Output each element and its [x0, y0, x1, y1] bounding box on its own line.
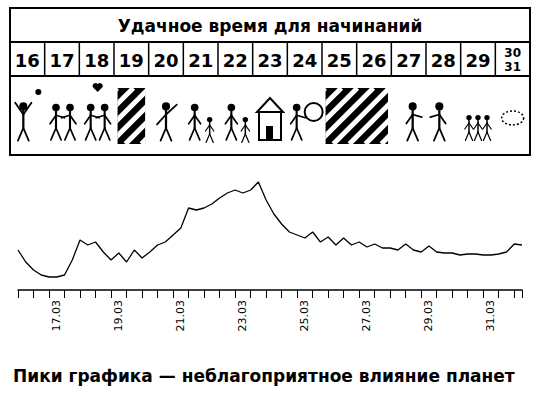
svg-text:31.03: 31.03 — [484, 300, 497, 332]
svg-text:27.03: 27.03 — [360, 300, 373, 332]
svg-text:18: 18 — [84, 50, 109, 71]
svg-text:Пики графика — неблагоприятное: Пики графика — неблагоприятное влияние п… — [13, 366, 515, 386]
svg-text:24: 24 — [292, 50, 317, 71]
svg-text:21: 21 — [188, 50, 213, 71]
svg-text:23: 23 — [257, 50, 282, 71]
svg-text:23.03: 23.03 — [236, 300, 249, 332]
svg-text:22: 22 — [223, 50, 248, 71]
svg-text:29.03: 29.03 — [422, 300, 435, 332]
svg-text:25: 25 — [327, 50, 352, 71]
svg-text:29: 29 — [465, 50, 490, 71]
svg-text:21.03: 21.03 — [174, 300, 187, 332]
svg-text:31: 31 — [504, 60, 521, 74]
svg-text:30: 30 — [504, 46, 521, 60]
svg-text:17.03: 17.03 — [50, 300, 63, 332]
svg-text:25.03: 25.03 — [298, 300, 311, 332]
svg-text:Удачное время для начинаний: Удачное время для начинаний — [118, 16, 423, 36]
svg-text:20: 20 — [153, 50, 178, 71]
svg-text:26: 26 — [361, 50, 386, 71]
svg-text:16: 16 — [15, 50, 40, 71]
svg-text:28: 28 — [431, 50, 456, 71]
svg-text:19: 19 — [119, 50, 144, 71]
svg-text:19.03: 19.03 — [112, 300, 125, 332]
svg-text:27: 27 — [396, 50, 421, 71]
svg-text:17: 17 — [49, 50, 74, 71]
